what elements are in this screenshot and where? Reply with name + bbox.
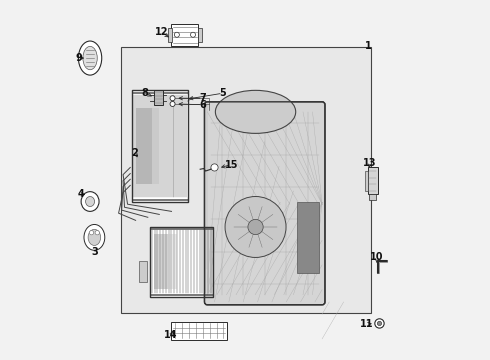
Bar (136, 108, 152, 184)
Text: 4: 4 (77, 189, 84, 199)
Text: 10: 10 (370, 252, 384, 262)
Text: 12: 12 (155, 27, 169, 37)
Bar (365, 171, 368, 191)
Text: 9: 9 (75, 53, 82, 63)
Circle shape (174, 32, 179, 37)
Bar (132, 90, 188, 202)
FancyBboxPatch shape (204, 102, 325, 305)
Bar (168, 234, 177, 289)
Text: 5: 5 (220, 88, 226, 98)
Text: 6: 6 (199, 100, 206, 110)
Text: 15: 15 (224, 159, 238, 170)
Bar (153, 234, 168, 289)
Bar (297, 202, 318, 273)
Ellipse shape (86, 197, 95, 207)
Text: 11: 11 (360, 319, 373, 329)
Circle shape (95, 230, 99, 235)
Circle shape (377, 321, 382, 325)
Text: 2: 2 (131, 148, 138, 158)
Ellipse shape (216, 90, 295, 134)
Circle shape (248, 219, 263, 235)
Text: 8: 8 (142, 88, 149, 98)
Ellipse shape (88, 229, 100, 246)
Circle shape (89, 230, 94, 235)
Bar (172, 24, 198, 45)
Bar (197, 28, 202, 42)
Circle shape (191, 32, 196, 37)
Bar (139, 261, 147, 282)
Text: 7: 7 (199, 93, 206, 103)
Ellipse shape (78, 41, 102, 75)
Bar (132, 90, 188, 202)
Text: 3: 3 (92, 247, 98, 257)
Text: 13: 13 (363, 158, 376, 168)
Circle shape (375, 319, 384, 328)
Circle shape (170, 102, 175, 107)
Text: 1: 1 (366, 41, 372, 50)
Circle shape (211, 164, 218, 171)
Ellipse shape (84, 225, 105, 250)
Bar (122, 47, 370, 313)
Bar (168, 28, 172, 42)
Bar (368, 167, 378, 194)
Ellipse shape (81, 192, 99, 211)
Ellipse shape (83, 46, 97, 70)
Circle shape (225, 197, 286, 257)
Bar (153, 90, 163, 105)
Bar (152, 108, 159, 184)
Bar (150, 226, 213, 297)
Bar (369, 194, 376, 200)
Text: 14: 14 (164, 330, 177, 340)
Bar (150, 226, 213, 297)
Circle shape (170, 96, 175, 101)
Bar (172, 321, 227, 339)
